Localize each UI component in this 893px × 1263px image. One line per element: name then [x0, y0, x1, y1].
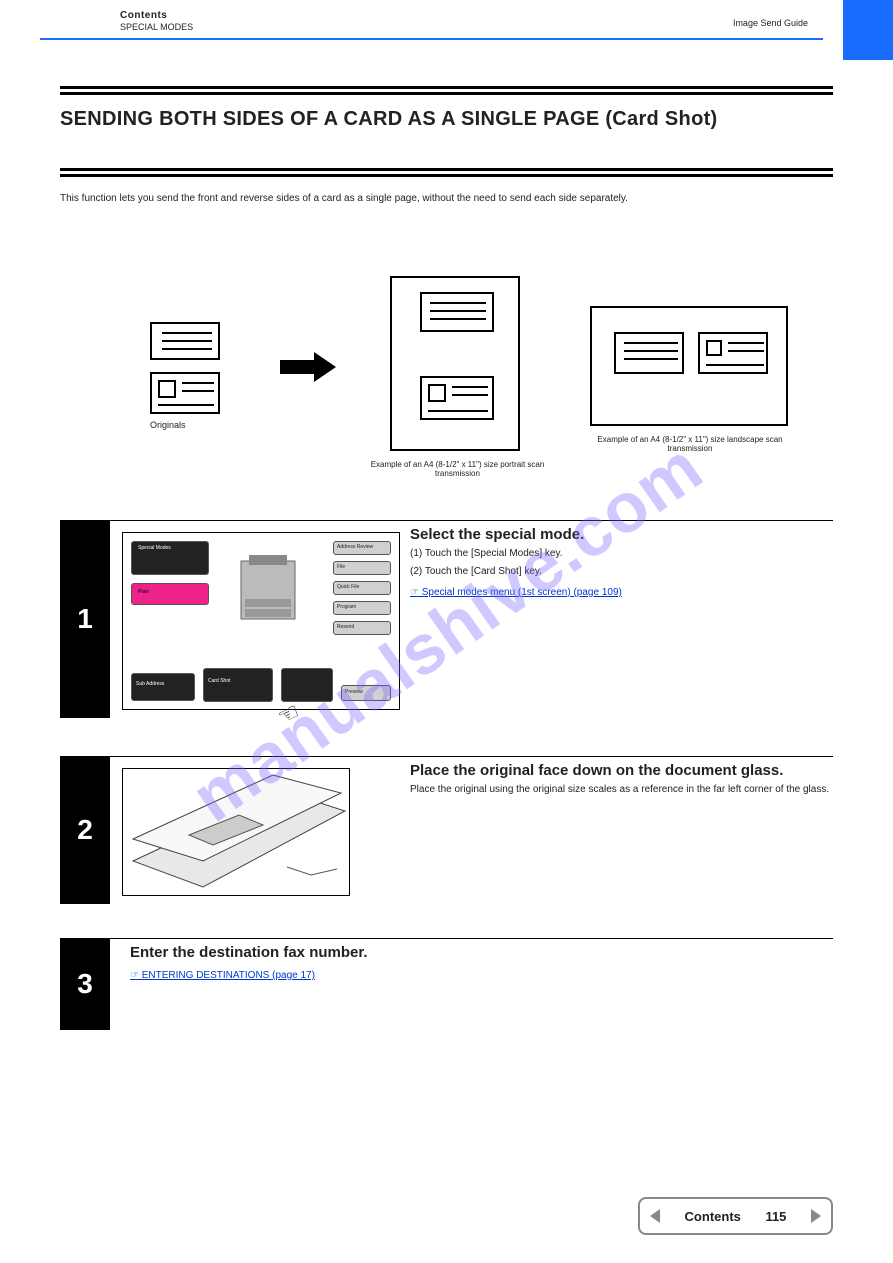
step-3-heading: Enter the destination fax number. — [130, 944, 833, 961]
step-3: 3 Enter the destination fax number. ☞ EN… — [60, 938, 833, 1050]
ui-sub-address: Sub Address — [136, 682, 164, 687]
step-2-illustration — [122, 768, 350, 896]
landscape-caption: Example of an A4 (8-1/2" x 11") size lan… — [585, 435, 795, 453]
page-nav: Contents 115 — [638, 1197, 833, 1235]
intro-paragraph: This function lets you send the front an… — [60, 192, 830, 206]
ui-plain-button: Plain — [138, 590, 149, 595]
ui-quick-file: Quick File — [337, 585, 359, 590]
header-rule — [40, 38, 823, 40]
step-2: 2 Place the original face down on the do… — [60, 756, 833, 924]
original-front-icon — [150, 322, 220, 360]
output-portrait-page — [390, 276, 520, 451]
page-title: SENDING BOTH SIDES OF A CARD AS A SINGLE… — [60, 108, 830, 131]
title-rule-top — [60, 86, 833, 98]
prev-page-button[interactable] — [650, 1209, 660, 1223]
arrow-icon — [280, 352, 340, 382]
ui-address-review: Address Review — [337, 545, 373, 550]
page-nav-label[interactable]: Contents — [685, 1209, 741, 1224]
title-rule-bottom — [60, 168, 833, 180]
next-page-button[interactable] — [811, 1209, 821, 1223]
step-1-screenshot: Special Modes Plain Address Review File … — [122, 532, 400, 710]
step-1: 1 Special Modes Plain Address Review Fil… — [60, 520, 833, 735]
portrait-caption: Example of an A4 (8-1/2" x 11") size por… — [350, 460, 565, 478]
ui-program: Program — [337, 605, 356, 610]
ui-preview: Preview — [345, 690, 363, 695]
step-1-number: 1 — [60, 520, 110, 718]
output-landscape-page — [590, 306, 788, 426]
step-1-heading: Select the special mode. — [410, 526, 833, 543]
header-subchapter: SPECIAL MODES — [120, 22, 193, 32]
step-3-link[interactable]: ☞ ENTERING DESTINATIONS (page 17) — [130, 970, 315, 981]
figure-area: Originals Example of an A4 (8-1/2" x 11"… — [60, 260, 830, 490]
ui-resend: Resend — [337, 625, 354, 630]
original-back-icon — [150, 372, 220, 414]
step-1-text-2: (2) Touch the [Card Shot] key. — [410, 565, 833, 579]
header-docname: Image Send Guide — [733, 18, 808, 28]
step-1-link[interactable]: ☞ Special modes menu (1st screen) (page … — [410, 587, 622, 598]
step-2-number: 2 — [60, 756, 110, 904]
step-2-heading: Place the original face down on the docu… — [410, 762, 833, 779]
header-chapter: Contents — [120, 10, 167, 21]
page-number: 115 — [765, 1209, 786, 1224]
originals-caption: Originals — [150, 420, 186, 430]
scanner-glass-icon — [123, 769, 350, 896]
ui-special-modes-button: Special Modes — [138, 546, 171, 551]
header-tab — [843, 0, 893, 60]
step-3-number: 3 — [60, 938, 110, 1030]
ui-card-shot-button: Card Shot — [208, 679, 231, 684]
step-1-text-1: (1) Touch the [Special Modes] key. — [410, 547, 833, 561]
ui-file: File — [337, 565, 345, 570]
step-2-text: Place the original using the original si… — [410, 783, 833, 797]
printer-icon — [235, 551, 305, 631]
